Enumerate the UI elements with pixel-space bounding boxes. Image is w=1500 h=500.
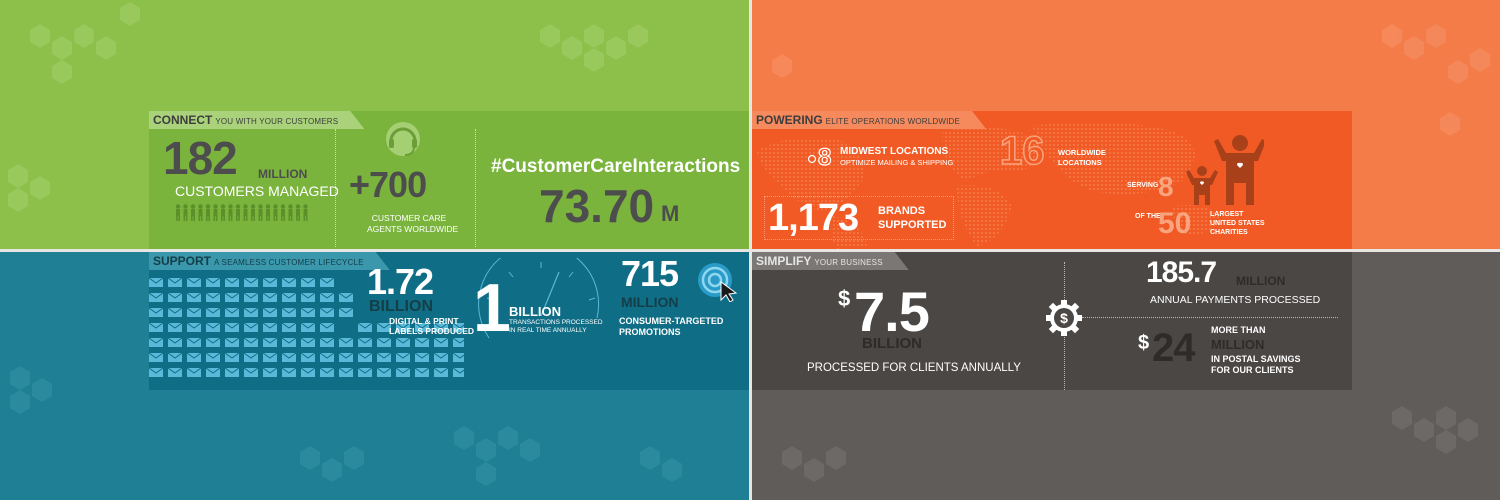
payments-unit: MILLION <box>1236 274 1286 288</box>
midwest-label-1: MIDWEST LOCATIONS <box>840 146 949 157</box>
interactions-unit: M <box>661 201 680 226</box>
svg-text:$: $ <box>1060 310 1068 326</box>
clock-icon <box>478 258 600 339</box>
serving-label: SERVING <box>1127 182 1159 189</box>
midwest-label-2: OPTIMIZE MAILING & SHIPPING <box>840 158 954 167</box>
brands-number: 1,173 <box>768 197 859 239</box>
horizontal-divider <box>0 249 1500 252</box>
family-icon <box>1186 135 1264 205</box>
people-row-icon <box>175 204 308 221</box>
savings-number: 24 <box>1152 326 1195 370</box>
payments-label: ANNUAL PAYMENTS PROCESSED <box>1150 294 1321 306</box>
transactions-number: 1 <box>473 270 511 346</box>
transactions-label-1: TRANSACTIONS PROCESSED <box>509 319 603 326</box>
worldwide-label-2: LOCATIONS <box>1058 158 1102 167</box>
transactions-label-2: IN REAL TIME ANNUALLY <box>509 327 587 334</box>
labels-label-1: DIGITAL & PRINT <box>389 316 459 326</box>
transactions-unit: BILLION <box>509 304 561 319</box>
serving-number: 8 <box>1158 171 1174 202</box>
charities-label-3: CHARITIES <box>1210 229 1248 236</box>
promotions-label-1: CONSUMER-TARGETED <box>619 316 724 326</box>
powering-tab-title: POWERING <box>756 113 823 127</box>
connect-tab-subtitle: YOU WITH YOUR CUSTOMERS <box>215 117 339 126</box>
charities-label-1: LARGEST <box>1210 211 1244 218</box>
simplify-tab-title: SIMPLIFY <box>756 254 812 268</box>
brands-box <box>764 196 954 240</box>
agents-number: +700 <box>349 164 427 205</box>
brands-label-2: SUPPORTED <box>878 219 947 231</box>
dollar-gear-icon: $ <box>1046 300 1082 336</box>
customers-unit: MILLION <box>258 167 308 181</box>
labels-unit: BILLION <box>369 298 433 315</box>
brands-label-1: BRANDS <box>878 205 926 217</box>
savings-currency: $ <box>1138 332 1150 354</box>
savings-unit: MILLION <box>1211 337 1265 352</box>
connect-panel: CONNECT YOU WITH YOUR CUSTOMERS 182 MILLI… <box>149 111 749 249</box>
powering-tab-subtitle: ELITE OPERATIONS WORLDWIDE <box>825 117 961 126</box>
savings-label-2: IN POSTAL SAVINGS <box>1211 354 1301 364</box>
headset-icon <box>386 122 420 156</box>
savings-label-3: FOR OUR CLIENTS <box>1211 365 1294 375</box>
charities-label-2: UNITED STATES <box>1210 220 1265 227</box>
simplify-tab: SIMPLIFY YOUR BUSINESS <box>752 252 909 270</box>
support-tab-subtitle: A SEAMLESS CUSTOMER LIFECYCLE <box>214 258 364 267</box>
worldwide-number: 16 <box>999 129 1045 173</box>
interactions-number: 73.70 <box>539 180 655 232</box>
customers-label: CUSTOMERS MANAGED <box>175 183 339 199</box>
powering-tab: POWERING ELITE OPERATIONS WORLDWIDE <box>752 111 986 129</box>
interactions-hashtag: #CustomerCareInteractions <box>491 156 741 177</box>
midwest-number: 8 <box>817 143 832 171</box>
processed-currency: $ <box>838 286 851 311</box>
payments-number: 185.7 <box>1146 256 1217 289</box>
connect-divider-2 <box>475 129 476 247</box>
customers-number: 182 <box>163 132 238 184</box>
labels-label-2: LABELS PRODUCED <box>389 326 475 336</box>
target-cursor-icon <box>698 263 738 302</box>
support-tab: SUPPORT A SEAMLESS CUSTOMER LIFECYCLE <box>149 252 390 270</box>
processed-unit: BILLION <box>862 335 922 352</box>
simplify-tab-subtitle: YOUR BUSINESS <box>814 258 883 267</box>
worldwide-label-1: WORLDWIDE <box>1058 148 1106 157</box>
map-pin-icon <box>807 154 817 164</box>
connect-tab: CONNECT YOU WITH YOUR CUSTOMERS <box>149 111 364 129</box>
promotions-label-2: PROMOTIONS <box>619 327 681 337</box>
support-tab-title: SUPPORT <box>153 254 212 268</box>
promotions-unit: MILLION <box>621 294 679 310</box>
processed-number: 7.5 <box>854 280 930 343</box>
powering-panel: POWERING ELITE OPERATIONS WORLDWIDE 8 MID… <box>752 111 1352 249</box>
world-map-decoration <box>757 122 1222 249</box>
connect-tab-title: CONNECT <box>153 113 213 127</box>
agents-label-1: CUSTOMER CARE <box>371 213 447 223</box>
support-panel: SUPPORT A SEAMLESS CUSTOMER LIFECYCLE 1.7… <box>149 252 749 390</box>
promotions-number: 715 <box>621 253 679 294</box>
processed-label: PROCESSED FOR CLIENTS ANNUALLY <box>807 362 1021 374</box>
labels-number: 1.72 <box>367 261 434 302</box>
ofthe-label: OF THE <box>1135 213 1161 220</box>
agents-label-2: AGENTS WORLDWIDE <box>367 224 459 234</box>
savings-label-1: MORE THAN <box>1211 325 1266 335</box>
simplify-panel: SIMPLIFY YOUR BUSINESS $ 7.5 BILLION PROC… <box>752 252 1352 390</box>
simplify-divider-h <box>1082 317 1338 318</box>
connect-divider-1 <box>335 129 336 247</box>
charities-number: 50 <box>1158 207 1192 240</box>
